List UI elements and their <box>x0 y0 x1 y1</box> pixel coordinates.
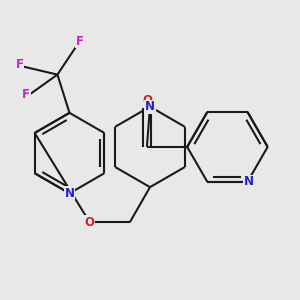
Text: F: F <box>76 35 84 48</box>
Text: F: F <box>22 88 30 101</box>
Text: N: N <box>244 175 254 188</box>
Text: O: O <box>85 216 94 229</box>
Text: N: N <box>145 100 155 113</box>
Text: F: F <box>16 58 23 70</box>
Text: N: N <box>64 187 74 200</box>
Text: O: O <box>142 94 152 107</box>
